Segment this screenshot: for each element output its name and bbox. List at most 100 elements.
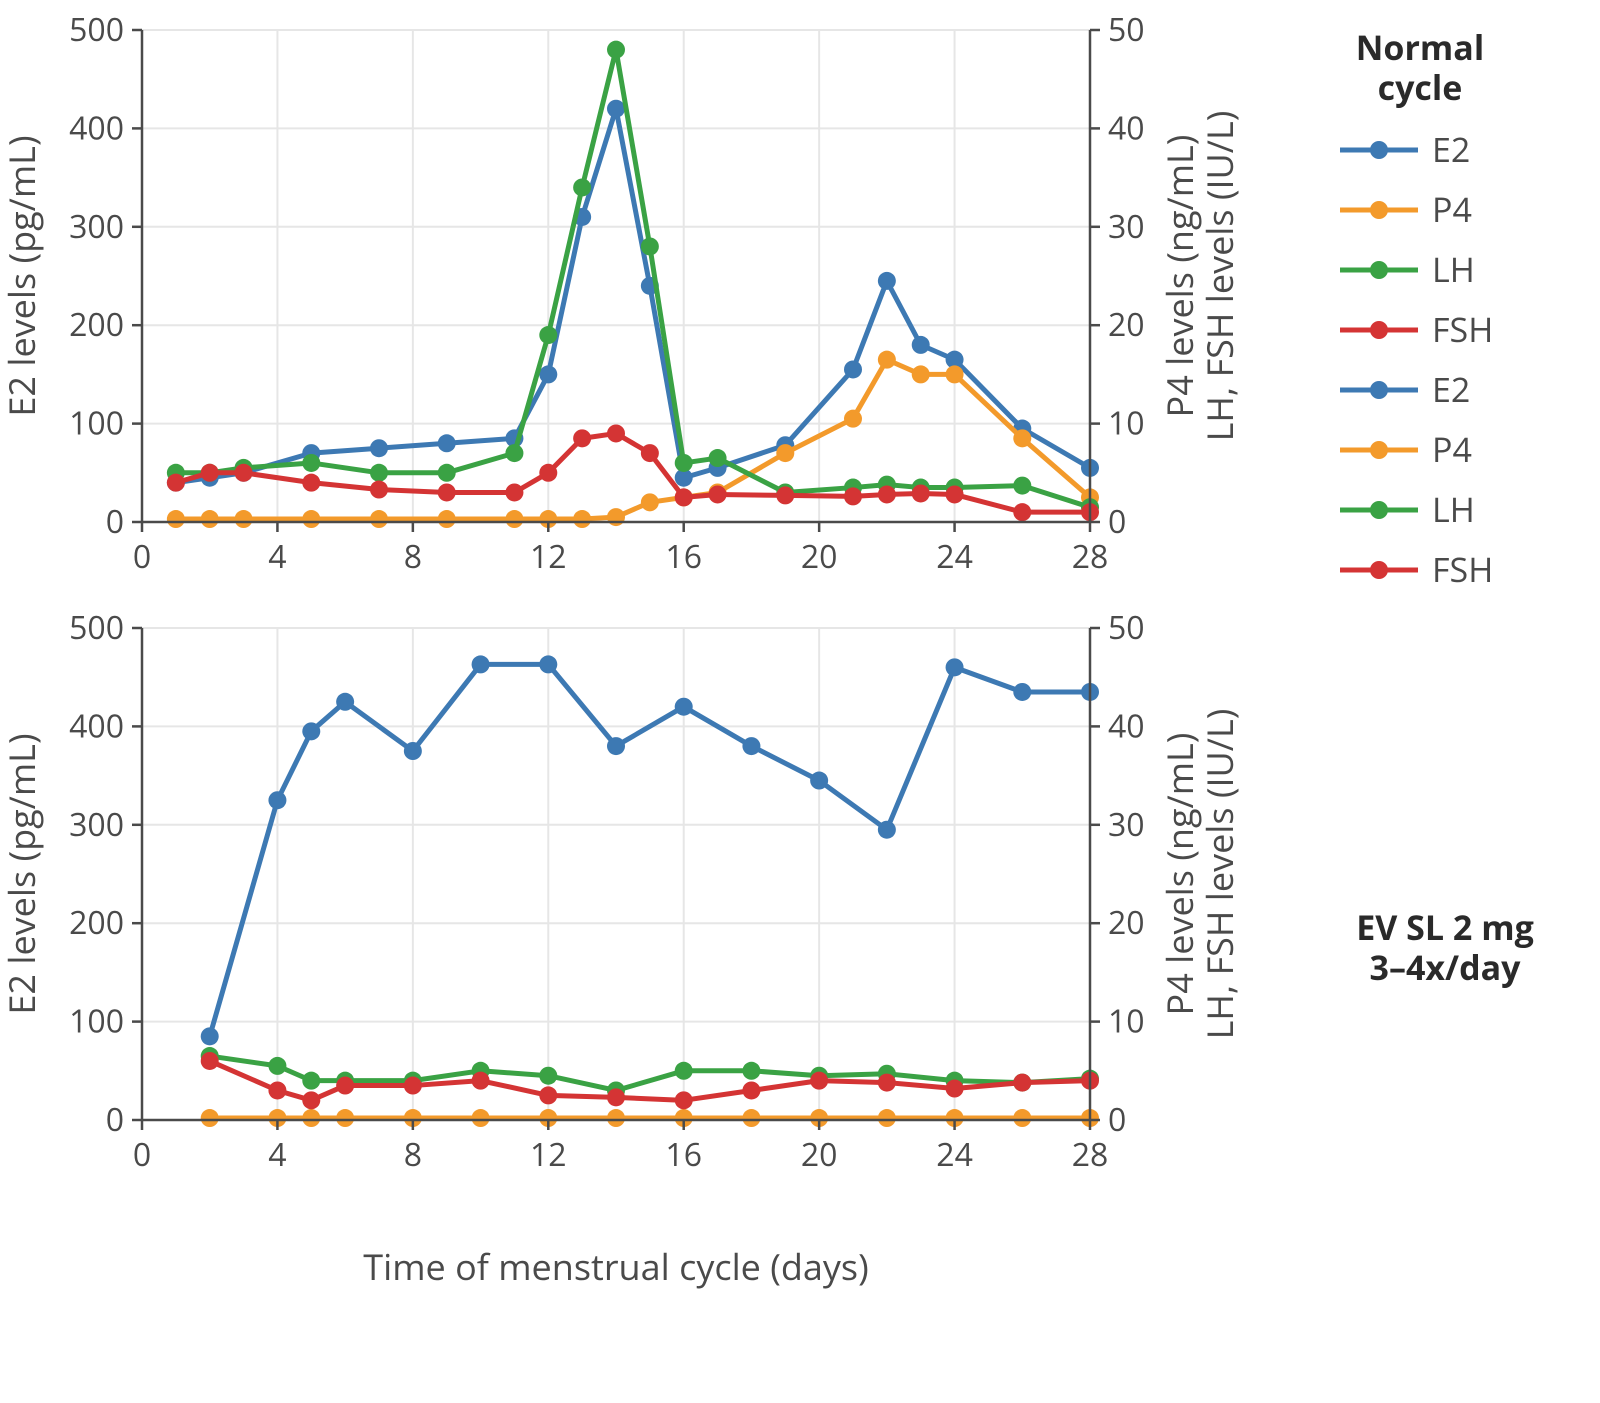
- series-marker-fsh: [268, 1081, 286, 1099]
- chart-container: 0100200300400500010203040500481216202428…: [0, 0, 1600, 1403]
- series-marker-p4: [912, 365, 930, 383]
- series-marker-fsh: [742, 1081, 760, 1099]
- series-marker-fsh: [302, 1091, 320, 1109]
- series-marker-fsh: [336, 1077, 354, 1095]
- series-marker-e2: [946, 658, 964, 676]
- ytick-left: 300: [69, 803, 124, 846]
- ytick-right: 10: [1108, 402, 1145, 445]
- series-marker-lh: [742, 1062, 760, 1080]
- series-marker-p4: [201, 1109, 219, 1127]
- series-marker-p4: [742, 1109, 760, 1127]
- series-marker-p4: [167, 510, 185, 528]
- series-marker-e2: [878, 821, 896, 839]
- series-marker-fsh: [675, 1091, 693, 1109]
- series-marker-fsh: [302, 474, 320, 492]
- ytick-left: 500: [69, 606, 124, 649]
- series-marker-fsh: [404, 1077, 422, 1095]
- series-marker-lh: [539, 326, 557, 344]
- series-marker-lh: [641, 237, 659, 255]
- series-marker-e2: [1013, 683, 1031, 701]
- series-marker-e2: [675, 698, 693, 716]
- xtick: 12: [530, 1133, 567, 1176]
- series-marker-fsh: [844, 487, 862, 505]
- series-marker-e2: [404, 742, 422, 760]
- series-marker-fsh: [167, 474, 185, 492]
- ytick-left: 400: [69, 106, 124, 149]
- legend-label: P4: [1432, 426, 1472, 472]
- legend-label: FSH: [1432, 306, 1493, 352]
- series-marker-fsh: [201, 1052, 219, 1070]
- series-marker-e2: [539, 365, 557, 383]
- ytick-right: 20: [1108, 303, 1145, 346]
- ytick-right: 20: [1108, 901, 1145, 944]
- y-axis-left-label: E2 levels (pg/mL): [0, 135, 46, 416]
- x-axis-label: Time of menstrual cycle (days): [363, 1242, 868, 1291]
- chart-svg: 0100200300400500010203040500481216202428…: [0, 0, 1600, 1403]
- legend-marker: [1370, 201, 1388, 219]
- xtick: 24: [936, 1133, 973, 1176]
- series-line-lh: [176, 50, 1090, 508]
- series-marker-lh: [709, 449, 727, 467]
- ytick-left: 200: [69, 303, 124, 346]
- series-marker-e2: [438, 434, 456, 452]
- xtick: 4: [268, 1133, 286, 1176]
- series-marker-p4: [370, 510, 388, 528]
- legend-label: E2: [1432, 366, 1470, 412]
- series-marker-fsh: [539, 464, 557, 482]
- series-marker-p4: [505, 510, 523, 528]
- ytick-right: 0: [1108, 500, 1126, 543]
- legend-label: FSH: [1432, 546, 1493, 592]
- series-marker-fsh: [539, 1086, 557, 1104]
- series-marker-p4: [573, 510, 591, 528]
- xtick: 0: [133, 535, 151, 578]
- legend-marker: [1370, 561, 1388, 579]
- xtick: 12: [530, 535, 567, 578]
- ytick-left: 400: [69, 704, 124, 747]
- legend-label: P4: [1432, 186, 1472, 232]
- series-marker-e2: [539, 655, 557, 673]
- series-marker-lh: [607, 41, 625, 59]
- xtick: 24: [936, 535, 973, 578]
- ytick-right: 30: [1108, 205, 1145, 248]
- xtick: 20: [801, 1133, 838, 1176]
- series-marker-fsh: [675, 488, 693, 506]
- series-marker-fsh: [1013, 1074, 1031, 1092]
- series-marker-fsh: [607, 1088, 625, 1106]
- ytick-left: 0: [106, 500, 124, 543]
- series-marker-lh: [675, 1062, 693, 1080]
- series-marker-p4: [776, 444, 794, 462]
- legend-marker: [1370, 501, 1388, 519]
- series-marker-fsh: [370, 481, 388, 499]
- y-axis-right-label: P4 levels (ng/mL)LH, FSH levels (IU/L): [1155, 111, 1244, 442]
- series-marker-fsh: [878, 485, 896, 503]
- legend-label: E2: [1432, 126, 1470, 172]
- legend-label: LH: [1432, 486, 1475, 532]
- series-marker-p4: [1013, 429, 1031, 447]
- series-marker-fsh: [641, 444, 659, 462]
- series-marker-p4: [878, 1109, 896, 1127]
- series-marker-e2: [370, 439, 388, 457]
- series-marker-fsh: [709, 485, 727, 503]
- series-marker-lh: [675, 454, 693, 472]
- ytick-right: 40: [1108, 704, 1145, 747]
- series-marker-e2: [607, 100, 625, 118]
- series-marker-lh: [539, 1067, 557, 1085]
- series-marker-e2: [336, 693, 354, 711]
- series-marker-fsh: [505, 483, 523, 501]
- series-marker-e2: [742, 737, 760, 755]
- series-marker-lh: [1013, 477, 1031, 495]
- ytick-left: 100: [69, 402, 124, 445]
- legend-title-top: Normalcycle: [1356, 24, 1484, 110]
- panel-title-bottom: EV SL 2 mg3–4x/day: [1356, 904, 1534, 990]
- series-marker-fsh: [810, 1072, 828, 1090]
- ytick-right: 30: [1108, 803, 1145, 846]
- series-marker-e2: [268, 791, 286, 809]
- series-marker-fsh: [201, 464, 219, 482]
- xtick: 0: [133, 1133, 151, 1176]
- series-marker-p4: [302, 1109, 320, 1127]
- series-marker-fsh: [235, 464, 253, 482]
- series-marker-e2: [302, 722, 320, 740]
- legend-marker: [1370, 381, 1388, 399]
- series-marker-fsh: [438, 483, 456, 501]
- series-marker-lh: [302, 454, 320, 472]
